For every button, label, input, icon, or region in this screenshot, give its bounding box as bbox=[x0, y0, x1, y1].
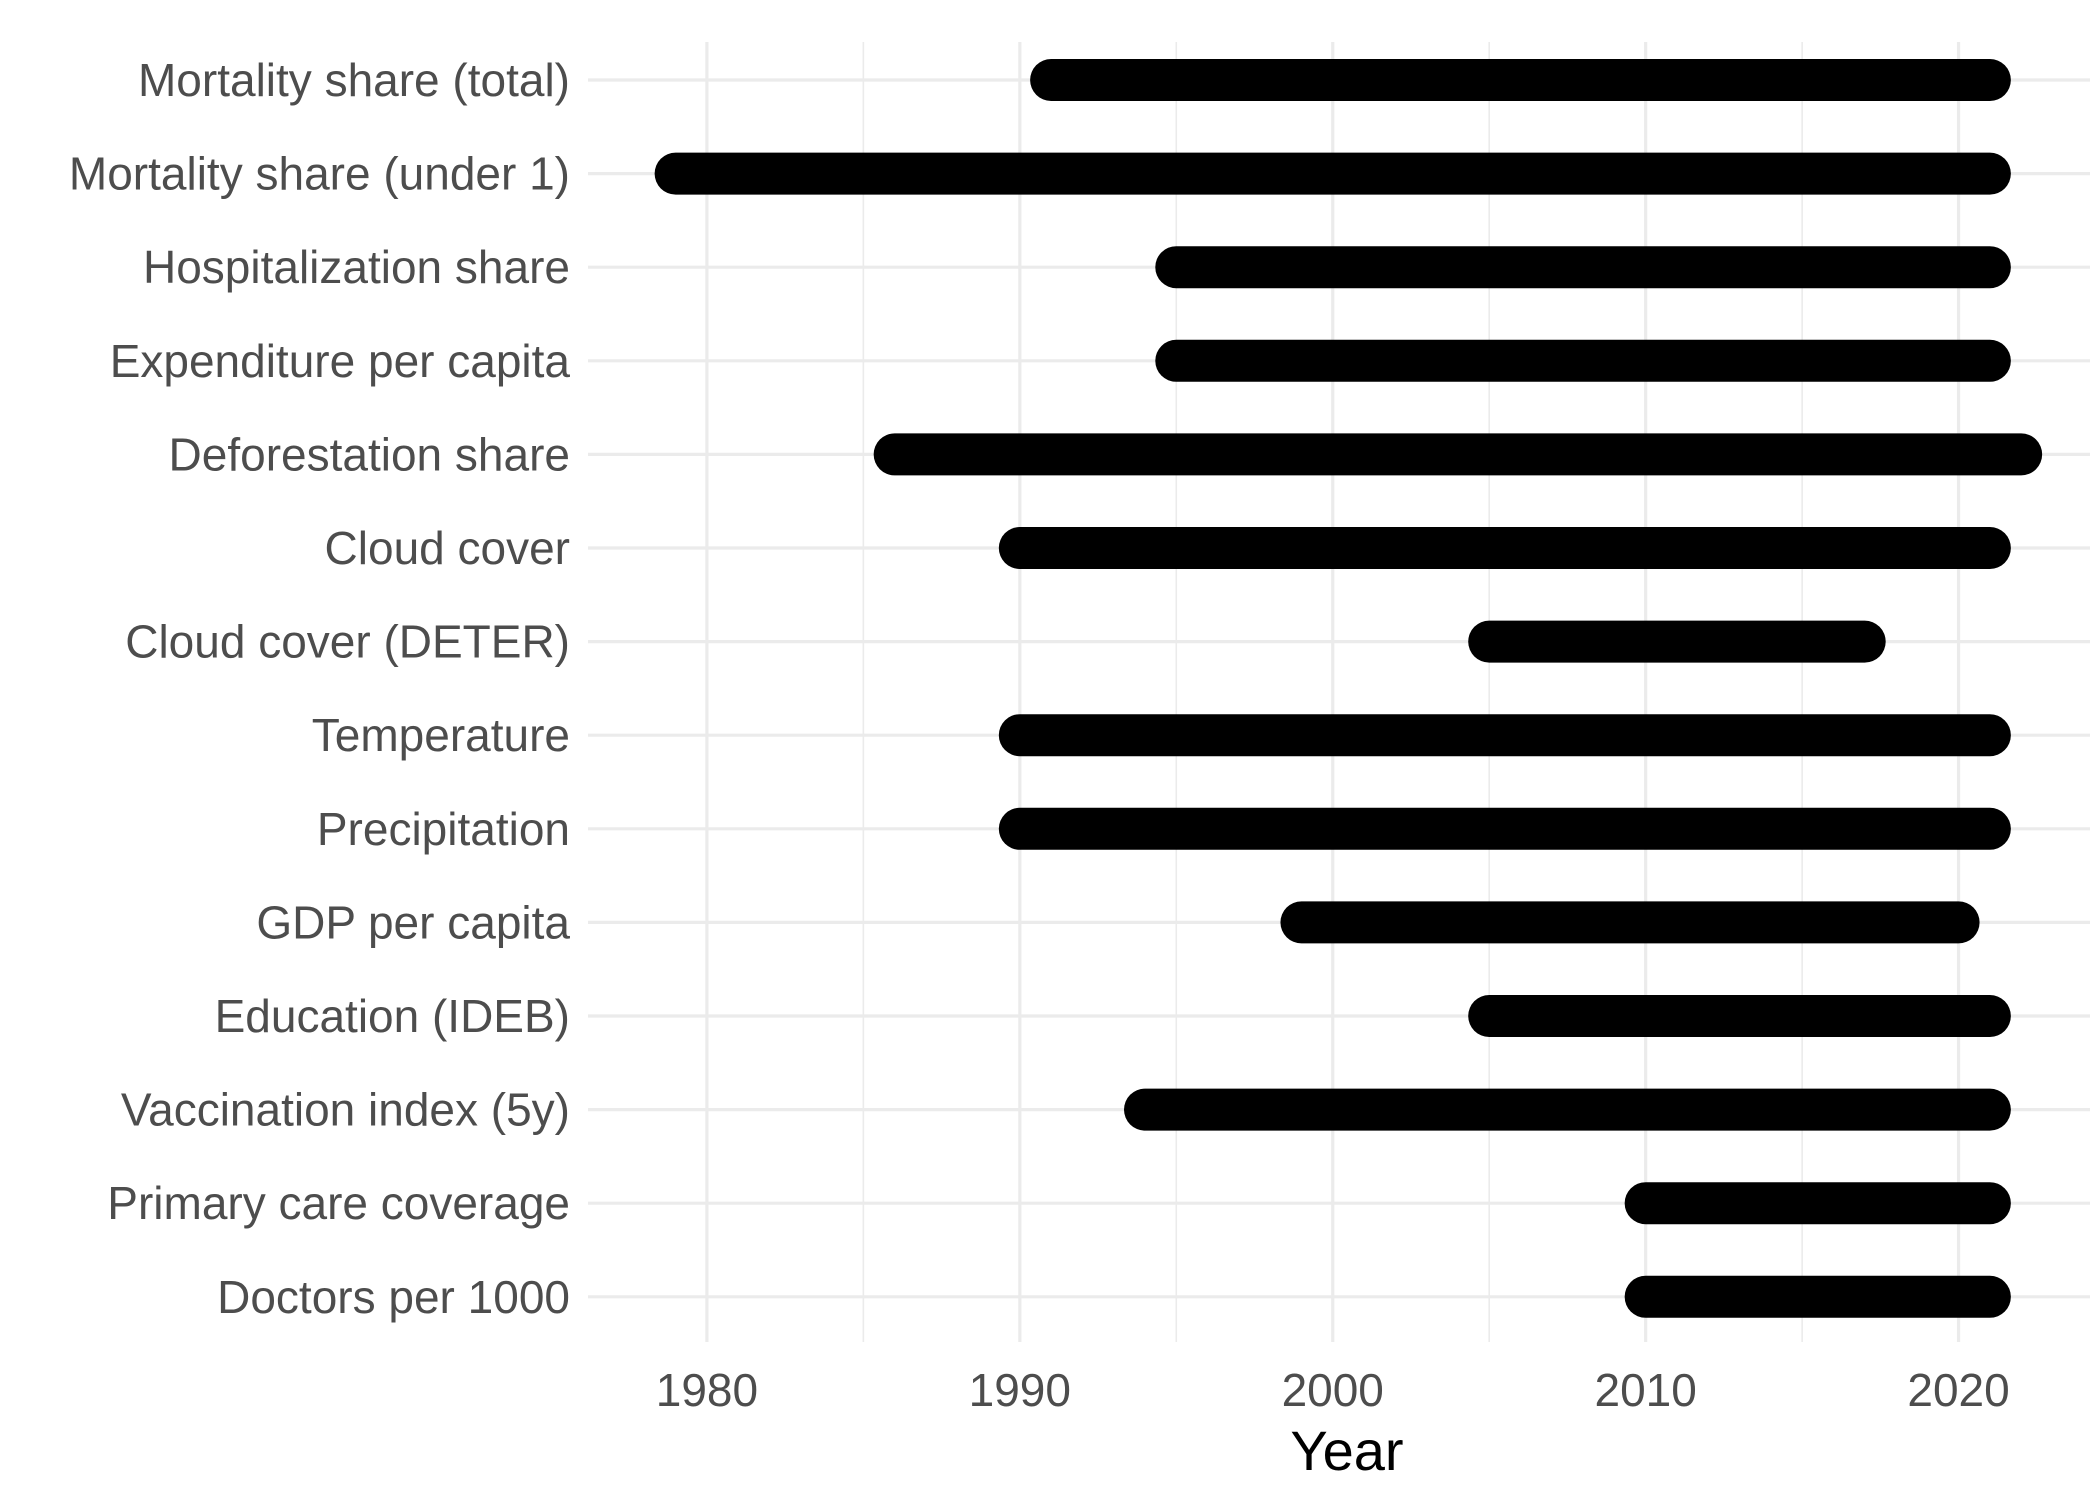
row-label: Doctors per 1000 bbox=[217, 1271, 570, 1323]
x-tick-label: 2000 bbox=[1282, 1364, 1384, 1416]
row-label: Vaccination index (5y) bbox=[121, 1084, 570, 1136]
row-label: Hospitalization share bbox=[143, 241, 570, 293]
x-tick-label: 1980 bbox=[656, 1364, 758, 1416]
x-tick-label: 1990 bbox=[969, 1364, 1071, 1416]
row-label: Education (IDEB) bbox=[215, 990, 570, 1042]
row-label-layer: Mortality share (total) Mortality share (… bbox=[69, 54, 571, 1323]
row-label: Cloud cover (DETER) bbox=[125, 616, 570, 668]
row-label: GDP per capita bbox=[256, 896, 570, 948]
x-axis-title: Year bbox=[1290, 1419, 1403, 1482]
row-label: Cloud cover bbox=[325, 522, 570, 574]
x-tick-layer: 1980 1990 2000 2010 2020 bbox=[656, 1364, 2010, 1416]
row-label: Precipitation bbox=[317, 803, 570, 855]
row-label: Mortality share (total) bbox=[138, 54, 570, 106]
x-tick-label: 2010 bbox=[1594, 1364, 1696, 1416]
row-label: Primary care coverage bbox=[107, 1177, 570, 1229]
row-label: Deforestation share bbox=[169, 428, 570, 480]
row-label: Temperature bbox=[312, 709, 570, 761]
bar-layer bbox=[654, 59, 2043, 1318]
row-label: Mortality share (under 1) bbox=[69, 148, 570, 200]
grid-layer bbox=[588, 42, 2090, 1342]
x-tick-label: 2020 bbox=[1907, 1364, 2009, 1416]
row-label: Expenditure per capita bbox=[110, 335, 571, 387]
